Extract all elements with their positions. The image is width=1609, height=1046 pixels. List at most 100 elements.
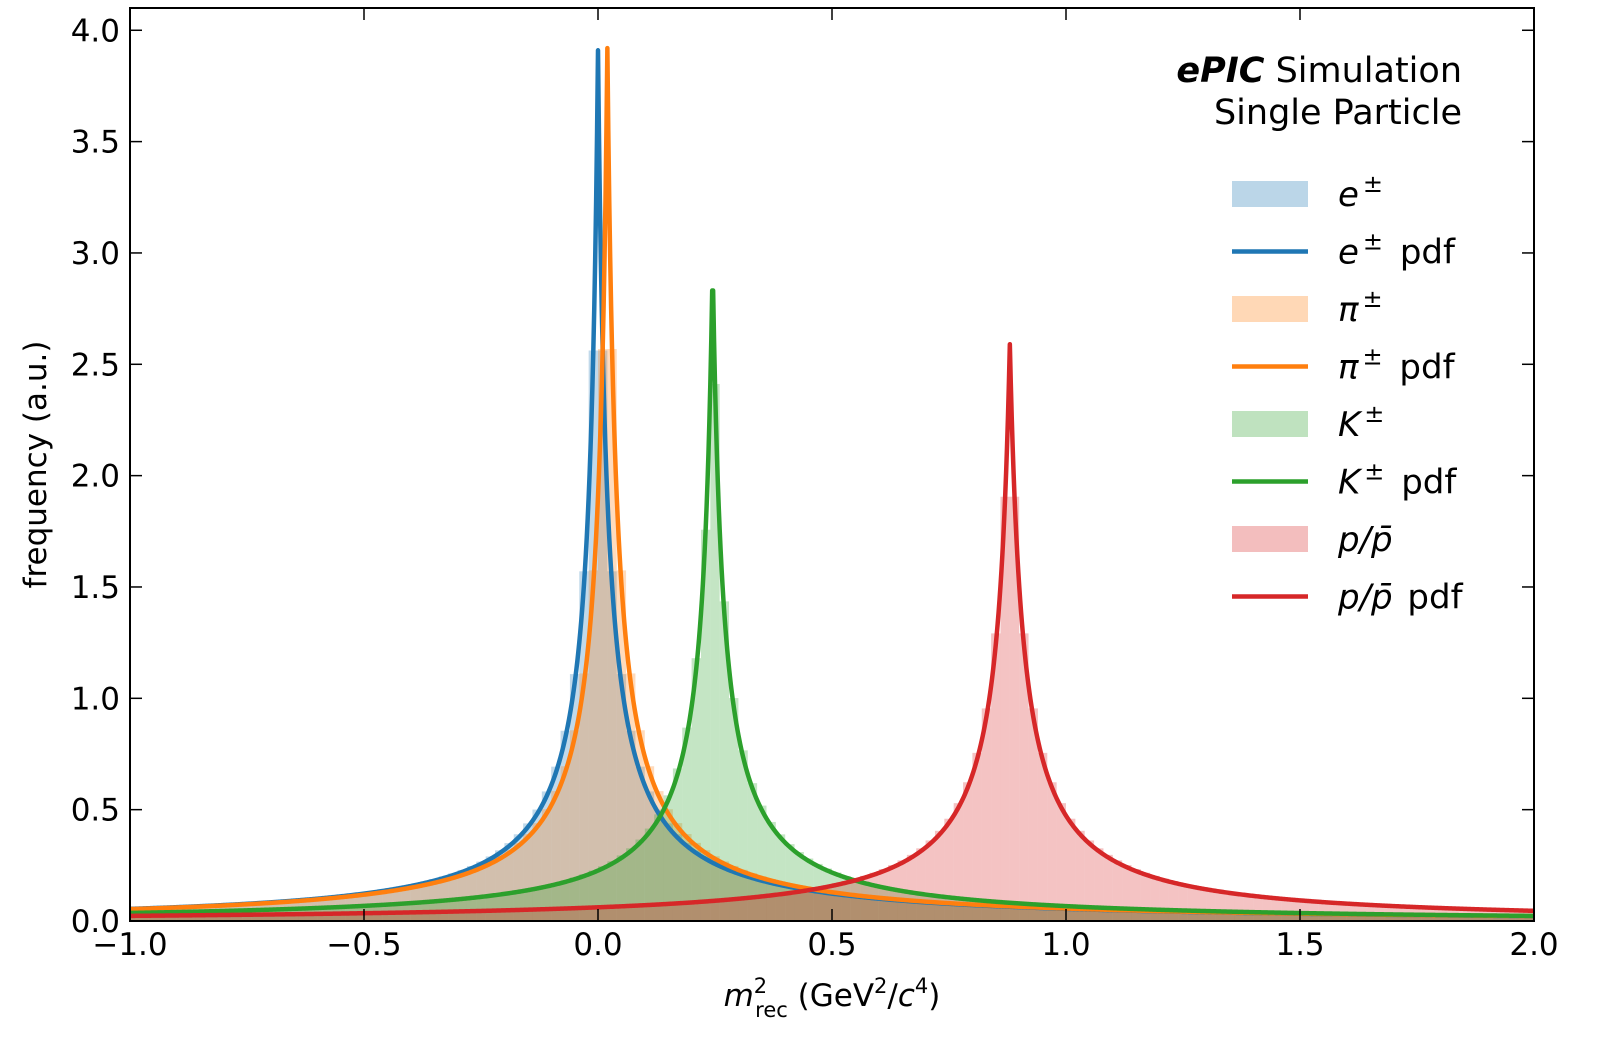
- bar-p: [204, 914, 215, 921]
- bar-pi: [1094, 909, 1104, 921]
- bar-pi: [1309, 913, 1319, 921]
- bar-pi: [1477, 915, 1488, 921]
- bar-K: [654, 814, 664, 921]
- curve-e_pdf: [130, 48, 1534, 919]
- bar-p: [672, 902, 683, 921]
- bar-pi: [794, 885, 804, 921]
- bar-pi: [775, 881, 786, 921]
- bar-e: [1421, 915, 1432, 921]
- bar-p: [1178, 883, 1188, 921]
- bar-p: [644, 904, 655, 921]
- bar-p: [130, 915, 140, 921]
- bar-K: [663, 795, 673, 921]
- bar-e: [1271, 913, 1282, 921]
- bar-K: [747, 783, 758, 921]
- legend-item-K_pdf: K ± pdf: [1232, 458, 1457, 503]
- bar-pi: [635, 730, 645, 921]
- bar-K: [878, 886, 889, 921]
- bar-K: [710, 383, 720, 921]
- bar-pi: [598, 349, 608, 921]
- legend-swatch: [1232, 296, 1308, 322]
- bar-e: [1384, 914, 1394, 921]
- bar-p: [1206, 888, 1216, 921]
- bar-e: [1449, 915, 1460, 921]
- bar-K: [1449, 914, 1460, 921]
- bar-e: [1487, 915, 1497, 921]
- bar-K: [1122, 908, 1132, 921]
- bar-p: [513, 909, 524, 921]
- bar-pi: [1187, 911, 1198, 921]
- bar-e: [944, 903, 954, 921]
- bar-e: [869, 897, 879, 921]
- bar-K: [738, 750, 748, 921]
- bar-e: [1084, 909, 1095, 921]
- bar-e: [1131, 910, 1141, 921]
- bar-pi: [485, 861, 496, 921]
- histogram-p: [130, 496, 1534, 921]
- bar-pi: [1103, 909, 1113, 921]
- bar-pi: [588, 570, 598, 921]
- bar-p: [195, 915, 205, 921]
- bar-K: [1234, 911, 1244, 921]
- bar-e: [1402, 914, 1413, 921]
- bar-e: [1009, 906, 1020, 921]
- bar-p: [1122, 865, 1132, 921]
- bar-pi: [710, 856, 720, 921]
- bar-p: [832, 883, 842, 921]
- bar-K: [1131, 908, 1141, 921]
- y-tick-label: 2.0: [71, 459, 120, 495]
- bar-K: [700, 529, 711, 921]
- bar-p: [1159, 878, 1169, 921]
- bar-pi: [1487, 915, 1497, 921]
- bar-pi: [1281, 913, 1291, 921]
- bar-K: [1515, 915, 1525, 921]
- bar-pi: [1384, 914, 1394, 921]
- bar-K: [1037, 904, 1048, 921]
- bar-pi: [626, 673, 636, 921]
- bar-pi: [616, 570, 627, 921]
- legend-label: K ±: [1338, 400, 1384, 445]
- bar-K: [972, 899, 982, 921]
- histogram-pi: [130, 349, 1534, 921]
- bar-pi: [822, 890, 832, 921]
- bar-pi: [1421, 914, 1432, 921]
- bar-pi: [1290, 913, 1300, 921]
- bar-e: [1309, 913, 1319, 921]
- legend-swatch: [1232, 526, 1308, 552]
- bar-p: [579, 907, 589, 921]
- bar-p: [1187, 885, 1198, 921]
- bar-e: [485, 856, 496, 921]
- bar-K: [888, 888, 898, 921]
- bar-pi: [654, 791, 664, 921]
- bar-p: [1131, 869, 1141, 921]
- bar-e: [710, 861, 720, 921]
- bar-p: [1168, 881, 1179, 921]
- bar-pi: [607, 349, 617, 921]
- bar-p: [345, 913, 355, 921]
- bar-pi: [504, 850, 514, 921]
- bar-p: [364, 912, 374, 921]
- bar-pi: [551, 791, 561, 921]
- bar-e: [1178, 911, 1188, 921]
- legend-item-e_pdf: e ± pdf: [1232, 228, 1456, 273]
- bar-pi: [691, 842, 701, 921]
- bar-K: [775, 834, 786, 921]
- bar-e: [1243, 912, 1254, 921]
- bar-e: [1234, 912, 1244, 921]
- bar-e: [551, 766, 561, 921]
- bar-p: [626, 905, 636, 921]
- bar-pi: [1000, 905, 1010, 921]
- bar-e: [878, 898, 889, 921]
- bar-p: [1253, 895, 1263, 921]
- bar-e: [1505, 915, 1516, 921]
- y-tick-label: 1.5: [71, 570, 120, 606]
- bar-p: [682, 902, 692, 921]
- bar-p: [663, 903, 673, 921]
- bar-e: [644, 791, 655, 921]
- bar-pi: [1243, 912, 1254, 921]
- bar-K: [1431, 914, 1441, 921]
- bar-p: [700, 900, 711, 921]
- bar-pi: [466, 869, 477, 921]
- bar-K: [495, 893, 505, 921]
- bar-K: [1019, 903, 1029, 921]
